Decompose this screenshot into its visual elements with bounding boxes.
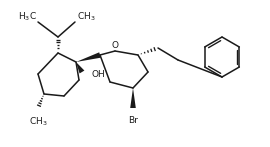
Polygon shape bbox=[130, 88, 136, 108]
Text: OH: OH bbox=[92, 70, 106, 78]
Polygon shape bbox=[76, 52, 101, 62]
Text: H$_3$C: H$_3$C bbox=[18, 11, 37, 23]
Text: Br: Br bbox=[128, 116, 138, 125]
Polygon shape bbox=[76, 62, 85, 74]
Text: O: O bbox=[112, 41, 119, 50]
Text: CH$_3$: CH$_3$ bbox=[29, 116, 47, 128]
Text: CH$_3$: CH$_3$ bbox=[77, 11, 96, 23]
